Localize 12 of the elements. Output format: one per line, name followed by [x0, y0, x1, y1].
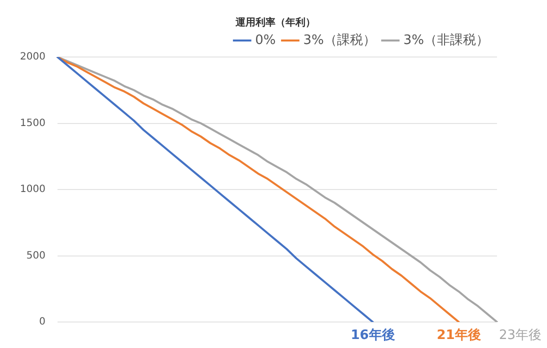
y-tick-label: 0: [39, 316, 46, 328]
legend-title: 運用利率（年利）: [234, 16, 316, 29]
y-tick-label: 1000: [20, 184, 46, 196]
legend-label: 3%（課税）: [303, 32, 376, 48]
legend-label: 0%: [255, 32, 276, 48]
text: 16年後: [350, 326, 395, 343]
y-tick-label: 1500: [20, 118, 46, 129]
text: 21年後: [436, 326, 481, 343]
text: 23年後: [499, 328, 542, 343]
legend-label: 3%（非課税）: [403, 32, 489, 48]
y-tick-label: 500: [26, 250, 46, 262]
y-tick-label: 2000: [20, 52, 46, 63]
